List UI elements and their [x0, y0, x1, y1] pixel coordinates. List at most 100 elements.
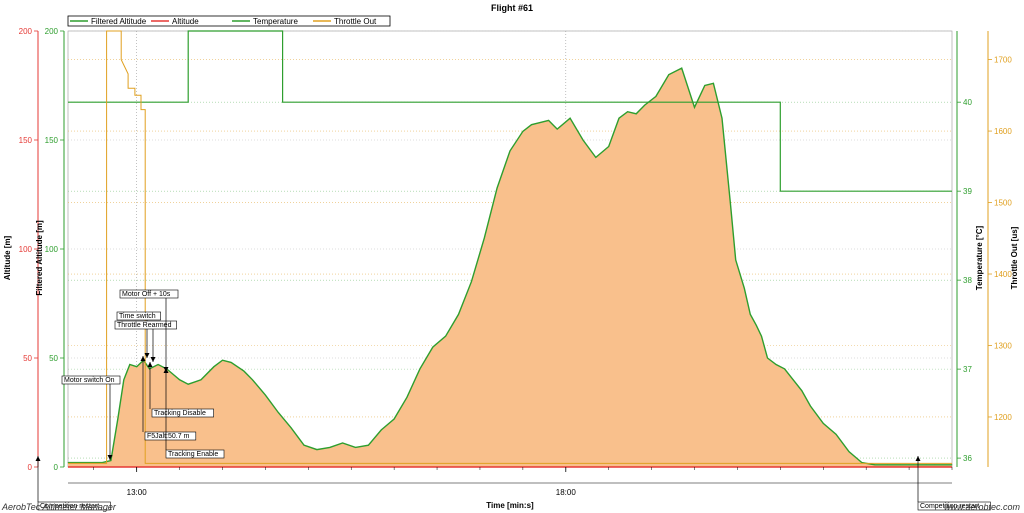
watermark-right: www.aerobtec.com — [944, 502, 1021, 512]
annotation-arrow — [163, 368, 169, 373]
annotation-arrow — [150, 357, 156, 362]
point-filtered-altitude — [887, 464, 888, 466]
point-filtered-altitude — [548, 120, 549, 121]
point-filtered-altitude — [129, 364, 131, 365]
point-filtered-altitude — [89, 462, 90, 463]
point-filtered-altitude — [822, 423, 824, 424]
annotation-box — [37, 501, 111, 511]
point-filtered-altitude — [801, 390, 803, 392]
point-filtered-altitude — [110, 460, 112, 461]
point-filtered-altitude — [471, 281, 472, 283]
y-tick-label-throttle: 1400 — [994, 270, 1012, 279]
point-filtered-altitude — [445, 335, 446, 337]
point-filtered-altitude — [483, 237, 485, 239]
y-tick-label-temperature: 37 — [963, 365, 972, 374]
annotation-arrow — [107, 455, 113, 460]
annotations: Motor switch On Tracking Disable Time swit… — [35, 289, 991, 511]
point-filtered-altitude — [655, 96, 657, 97]
series-line-throttle-out — [68, 30, 952, 464]
y-tick-label-temperature: 40 — [963, 98, 972, 107]
point-filtered-altitude — [704, 85, 706, 86]
point-filtered-altitude — [380, 429, 382, 431]
point-filtered-altitude — [713, 82, 714, 84]
y-axis-label-filtered-altitude: Filtered Altitude [m] — [35, 220, 44, 296]
annotation-label: F5Jalt:50.7 m — [147, 433, 190, 440]
annotation-box — [116, 311, 161, 321]
y-axis-label-temperature: Temperature [°C] — [975, 225, 984, 290]
y-tick-label-altitude: 200 — [19, 27, 33, 36]
point-filtered-altitude — [406, 396, 408, 398]
annotation-arrow — [915, 456, 921, 461]
point-filtered-altitude — [755, 324, 757, 326]
point-filtered-altitude — [925, 464, 927, 466]
point-filtered-altitude — [277, 412, 279, 413]
y-axis-label-throttle-out: Throttle Out [us] — [1010, 226, 1019, 289]
legend-label-altitude: Altitude — [172, 17, 199, 26]
point-filtered-altitude — [721, 117, 723, 119]
point-filtered-altitude — [668, 74, 670, 75]
annotation-box — [119, 289, 179, 299]
point-filtered-altitude — [531, 124, 532, 126]
point-filtered-altitude — [556, 128, 558, 130]
point-filtered-altitude — [157, 364, 159, 365]
y-tick-label-throttle: 1300 — [994, 341, 1012, 350]
annotation: Competition restart — [915, 456, 991, 511]
point-filtered-altitude — [290, 427, 292, 429]
point-filtered-altitude — [861, 462, 863, 463]
point-filtered-altitude — [509, 150, 511, 152]
point-filtered-altitude — [582, 139, 584, 141]
point-filtered-altitude — [432, 346, 434, 348]
point-filtered-altitude — [767, 357, 768, 359]
legend-label-filtered-altitude: Filtered Altitude — [91, 17, 147, 26]
annotation-arrow — [140, 356, 146, 361]
annotation-box — [917, 501, 991, 511]
annotation-label: Tracking Enable — [168, 451, 218, 458]
point-filtered-altitude — [934, 464, 936, 466]
point-filtered-altitude — [419, 368, 421, 370]
point-filtered-altitude — [187, 383, 189, 385]
point-filtered-altitude — [792, 379, 794, 381]
point-filtered-altitude — [522, 130, 524, 132]
watermark-left: AerobTec Altimeter Manager — [1, 502, 117, 512]
annotation-label: Motor Off + 10s — [122, 291, 171, 298]
point-filtered-altitude — [222, 359, 223, 361]
point-filtered-altitude — [213, 366, 215, 368]
point-filtered-altitude — [743, 287, 745, 289]
point-filtered-altitude — [316, 449, 318, 450]
point-filtered-altitude — [136, 366, 138, 368]
point-filtered-altitude — [810, 405, 811, 407]
point-filtered-altitude — [635, 113, 637, 115]
point-filtered-altitude — [848, 451, 850, 453]
point-filtered-altitude — [123, 379, 125, 381]
annotation-box — [165, 449, 225, 459]
y-tick-label-altitude: 0 — [28, 463, 33, 472]
y-tick-label-filtered_altitude: 150 — [45, 136, 59, 145]
point-filtered-altitude — [539, 122, 541, 123]
point-filtered-altitude — [835, 433, 837, 435]
annotation-label: Tracking Disable — [154, 410, 206, 417]
point-filtered-altitude — [618, 117, 620, 119]
series-lines — [67, 30, 953, 468]
point-filtered-altitude — [329, 447, 331, 448]
annotation: Motor Off + 10s — [119, 289, 179, 372]
x-axis-label: Time [min:s] — [486, 501, 534, 510]
annotation-arrow — [35, 456, 41, 461]
y-tick-label-throttle: 1700 — [994, 56, 1012, 65]
annotation-label: Competition restart — [920, 503, 979, 510]
point-filtered-altitude — [730, 205, 731, 206]
point-filtered-altitude — [230, 362, 232, 363]
y-tick-label-altitude: 100 — [19, 245, 33, 254]
y-tick-label-throttle: 1200 — [994, 413, 1012, 422]
annotation-label: Time switch — [119, 313, 156, 320]
point-filtered-altitude — [200, 379, 202, 381]
point-filtered-altitude — [243, 370, 245, 372]
annotation-arrow — [144, 353, 150, 358]
annotation: F5Jalt:50.7 m — [140, 356, 197, 441]
legend-box — [67, 15, 391, 27]
annotation: Tracking Disable — [147, 362, 214, 418]
point-filtered-altitude — [627, 111, 628, 113]
point-filtered-altitude — [355, 447, 356, 448]
point-filtered-altitude — [303, 444, 305, 446]
point-filtered-altitude — [644, 104, 646, 106]
